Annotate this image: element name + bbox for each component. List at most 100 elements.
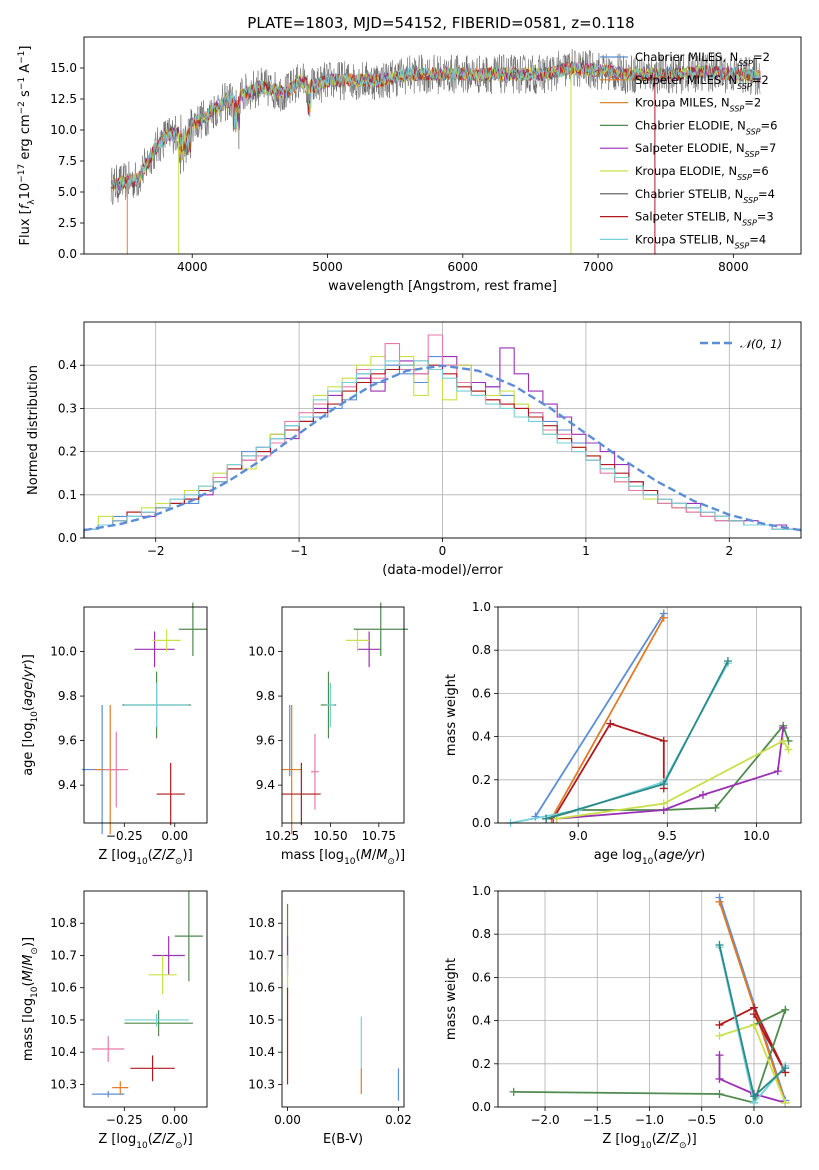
legend-label: Chabrier ELODIE, NSSP=6 [635, 118, 777, 136]
x-axis-label: wavelength [Angstrom, rest frame] [328, 279, 557, 294]
x-axis-label: age log10(age/yr) [594, 848, 705, 867]
y-axis-label: age [log10(age/yr)] [21, 654, 40, 776]
legend-label: Salpeter MILES, NSSP=2 [635, 73, 769, 91]
y-tick-label: 9.6 [256, 734, 275, 748]
x-tick-label: 4000 [177, 260, 208, 274]
y-tick-label: 2.5 [58, 216, 77, 230]
weight-marker [509, 1087, 518, 1096]
y-tick-label: 0.0 [58, 531, 77, 545]
x-tick-label: −0.25 [106, 829, 143, 843]
x-tick-label: 8000 [718, 260, 749, 274]
y-tick-label: 0.3 [58, 401, 77, 415]
weight-marker [781, 1098, 790, 1107]
x-axis-label: Z [log10(Z/Z⊙)] [602, 1132, 696, 1151]
legend-label: Chabrier STELIB, NSSP=4 [635, 187, 775, 205]
weight-line [718, 1055, 786, 1104]
weight-line [534, 613, 665, 817]
legend-label: Salpeter STELIB, NSSP=3 [635, 210, 774, 228]
x-axis-label: mass [log10(M/M⊙)] [281, 848, 405, 867]
y-tick-label: 10.7 [50, 948, 77, 962]
y-tick-label: 10.6 [248, 981, 275, 995]
weight-line [719, 1006, 787, 1073]
y-tick-label: 1.0 [472, 884, 491, 898]
weight-line [550, 617, 665, 820]
y-tick-label: 0.2 [472, 1057, 491, 1071]
x-tick-label: 10.75 [362, 829, 396, 843]
residual-histogram-panel: −2 −1 0 1 2 0.0 0.1 0.2 0.3 0.4 (data-model)/error… [26, 321, 802, 578]
y-axis-label: Normed distribution [26, 365, 41, 495]
axes-frame [83, 321, 802, 539]
y-tick-label: 10.0 [248, 645, 275, 659]
weight-marker [698, 790, 707, 799]
weight-marker [779, 723, 788, 732]
spectrum-panel: 4000 5000 6000 7000 8000 0.0 2.5 5.0 7.5 10.0 12.5… [17, 36, 802, 294]
y-axis-label: Flux [fλ10−17 erg cm−2 s−1 A−1] [17, 46, 37, 246]
weight-marker [749, 1020, 758, 1029]
weight-marker [711, 803, 720, 812]
y-axis-label: mass [log10(M/M⊙)] [21, 937, 40, 1061]
weight-marker [749, 1092, 758, 1101]
weight-marker [606, 719, 615, 728]
x-tick-label: −1.5 [583, 1113, 612, 1127]
y-tick-label: 10.3 [50, 1077, 77, 1091]
weight-marker [781, 1064, 790, 1073]
age-vs-metallicity-panel: −0.25 0.00 9.4 9.6 9.8 10.0 Z [log10(Z/Z⊙)] age… [21, 602, 208, 867]
weight-marker [542, 814, 551, 823]
x-tick-label: −1 [290, 544, 308, 558]
y-tick-label: 9.4 [256, 778, 275, 792]
x-tick-label: 5000 [312, 260, 343, 274]
y-tick-label: 10.8 [50, 916, 77, 930]
y-tick-label: 12.5 [50, 92, 77, 106]
y-tick-label: 9.6 [58, 734, 77, 748]
legend-label: 𝒩(0, 1) [740, 337, 782, 351]
y-tick-label: 10.0 [50, 123, 77, 137]
y-tick-label: 10.5 [50, 1013, 77, 1027]
weight-marker [531, 812, 540, 821]
y-tick-label: 9.8 [58, 689, 77, 703]
x-tick-label: 6000 [448, 260, 479, 274]
spectrum-line [110, 61, 761, 190]
axes-frame [281, 890, 405, 1108]
x-tick-label: 0.0 [744, 1113, 763, 1127]
x-tick-label: 0.02 [385, 1113, 412, 1127]
y-tick-label: 0.6 [472, 686, 491, 700]
x-axis-label: Z [log10(Z/Z⊙)] [98, 848, 192, 867]
weight-marker [749, 1010, 758, 1019]
x-tick-label: 1 [582, 544, 590, 558]
axes-frame [83, 606, 208, 824]
legend-label: Chabrier MILES, NSSP=2 [635, 50, 770, 68]
legend-label: Kroupa MILES, NSSP=2 [635, 96, 761, 114]
weight-line [718, 901, 787, 1103]
weight-marker [779, 736, 788, 745]
y-tick-label: 0.4 [472, 1014, 491, 1028]
x-tick-label: −0.5 [687, 1113, 716, 1127]
x-axis-label: (data-model)/error [382, 563, 503, 578]
axes-frame [281, 606, 405, 824]
y-tick-label: 10.5 [248, 1013, 275, 1027]
mass-weight-vs-age-panel: 9.0 9.5 10.0 0.0 0.2 0.4 0.6 0.8 1.0 mass weight a… [444, 600, 802, 867]
y-tick-label: 9.8 [256, 689, 275, 703]
x-axis-label: E(B-V) [323, 1132, 363, 1147]
weight-marker [781, 1005, 790, 1014]
normal-reference-curve [83, 364, 802, 532]
axes-frame [497, 890, 802, 1108]
x-tick-label: 10.0 [743, 829, 770, 843]
y-tick-label: 0.1 [58, 488, 77, 502]
y-tick-label: 0.8 [472, 643, 491, 657]
y-tick-label: 0.4 [472, 730, 491, 744]
legend-label: Kroupa ELODIE, NSSP=6 [635, 164, 769, 182]
y-tick-label: 0.0 [472, 1100, 491, 1114]
x-tick-label: −2 [147, 544, 165, 558]
weight-marker [659, 799, 668, 808]
x-tick-label: 2 [725, 544, 733, 558]
mass-weight-vs-metallicity-panel: −2.0 −1.5 −1.0 −0.5 0.0 0.0 0.2 0.4 0.6 0.8 1.0 mas… [444, 884, 802, 1151]
weight-marker [784, 745, 793, 754]
x-tick-label: 10.25 [265, 829, 299, 843]
y-tick-label: 10.3 [248, 1077, 275, 1091]
spectrum-line [110, 61, 761, 190]
weight-line [552, 722, 665, 820]
weight-marker [659, 736, 668, 745]
weight-line [556, 739, 790, 820]
axes-frame [497, 606, 802, 824]
y-tick-label: 5.0 [58, 185, 77, 199]
